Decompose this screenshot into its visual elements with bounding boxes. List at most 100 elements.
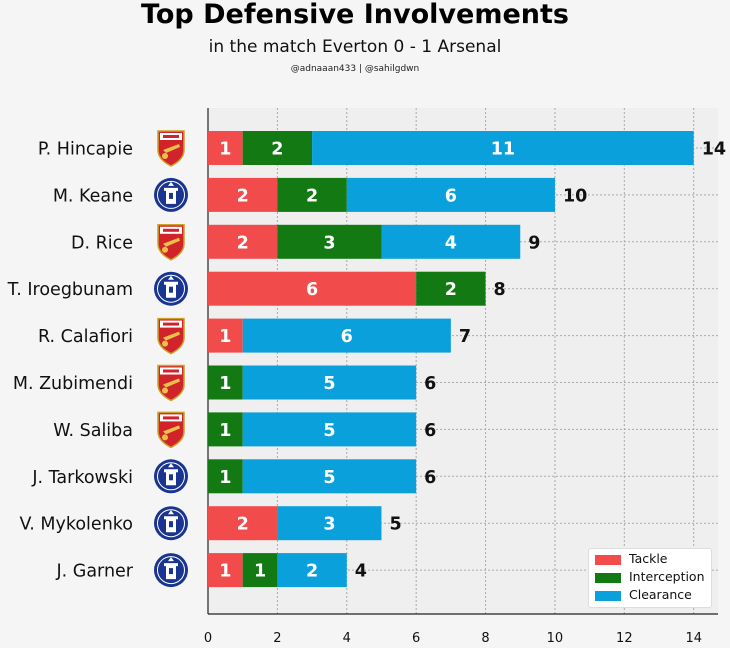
bar-value-label: 1 — [254, 562, 266, 582]
bar-total-label: 6 — [424, 421, 436, 441]
arsenal-badge-icon — [157, 364, 185, 402]
bar-value-label: 4 — [445, 233, 457, 253]
everton-badge-icon — [154, 459, 188, 494]
legend-swatch-interception — [595, 572, 621, 583]
chart-legend: Tackle Interception Clearance — [588, 548, 712, 608]
bar-segment-clearance — [242, 412, 417, 447]
player-name-label: D. Rice — [71, 233, 133, 253]
player-name-label: T. Iroegbunam — [7, 280, 133, 300]
everton-badge-icon — [154, 553, 188, 588]
bar-segment-clearance — [242, 318, 451, 353]
player-name-label: M. Keane — [53, 186, 133, 206]
bar-value-label: 2 — [237, 515, 249, 535]
chart-credits: @adnaaan433 | @sahilgdwn — [290, 64, 420, 74]
bar-segment-clearance — [277, 506, 382, 541]
bar-total-label: 9 — [528, 233, 540, 253]
bar-value-label: 2 — [237, 186, 249, 206]
x-tick-label: 12 — [616, 631, 633, 646]
bar-value-label: 2 — [271, 140, 283, 160]
bar-value-label: 3 — [323, 233, 335, 253]
player-name-label: P. Hincapie — [38, 140, 133, 160]
bar-value-label: 6 — [341, 327, 353, 347]
player-name-label: M. Zubimendi — [13, 374, 133, 394]
bar-segment-clearance — [312, 131, 694, 165]
player-name-label: R. Calafiori — [38, 327, 133, 347]
bar-segment-interception — [208, 412, 243, 447]
legend-label-tackle: Tackle — [629, 551, 668, 566]
player-name-label: J. Tarkowski — [31, 468, 133, 488]
bar-value-label: 6 — [445, 186, 457, 206]
arsenal-badge-icon — [157, 224, 185, 261]
player-name-label: V. Mykolenko — [20, 515, 133, 535]
legend-swatch-clearance — [595, 590, 621, 601]
bar-value-label: 5 — [323, 468, 335, 488]
bar-value-label: 2 — [306, 186, 318, 206]
bar-segment-interception — [277, 224, 382, 259]
bar-segment-clearance — [242, 365, 417, 400]
bar-segment-interception — [208, 365, 243, 400]
legend-label-clearance: Clearance — [629, 587, 692, 602]
bar-segment-tackle — [208, 177, 278, 212]
bar-value-label: 2 — [237, 233, 249, 253]
bar-total-label: 6 — [424, 374, 436, 394]
bar-segment-tackle — [208, 318, 243, 353]
arsenal-badge-icon — [157, 317, 185, 355]
bar-value-label: 1 — [219, 421, 231, 441]
bar-value-label: 2 — [306, 562, 318, 582]
x-tick-label: 0 — [204, 631, 212, 646]
bar-segment-tackle — [208, 271, 417, 306]
everton-badge-icon — [154, 177, 188, 212]
bar-total-label: 10 — [563, 186, 587, 206]
bar-total-label: 6 — [424, 468, 436, 488]
legend-swatch-tackle — [595, 554, 621, 565]
bar-value-label: 1 — [219, 140, 231, 160]
bar-segment-clearance — [242, 459, 417, 494]
x-tick-label: 6 — [412, 631, 420, 646]
x-tick-label: 10 — [547, 631, 564, 646]
arsenal-badge-icon — [157, 130, 185, 167]
bar-value-label: 1 — [219, 374, 231, 394]
bar-segment-tackle — [208, 224, 278, 259]
bar-total-label: 14 — [702, 140, 726, 160]
bar-segment-interception — [416, 271, 486, 306]
arsenal-badge-icon — [157, 411, 185, 449]
bar-segment-interception — [242, 131, 313, 165]
everton-badge-icon — [154, 271, 188, 306]
bar-segment-clearance — [277, 553, 347, 588]
player-name-label: J. Garner — [55, 562, 133, 582]
legend-item-tackle: Tackle — [595, 551, 668, 567]
bar-value-label: 11 — [491, 140, 515, 160]
bar-total-label: 4 — [355, 562, 367, 582]
bar-segment-interception — [242, 553, 278, 588]
x-tick-label: 8 — [481, 631, 489, 646]
legend-item-interception: Interception — [595, 569, 705, 585]
x-tick-label: 4 — [343, 631, 351, 646]
bar-value-label: 1 — [219, 327, 231, 347]
bar-value-label: 5 — [323, 421, 335, 441]
bar-segment-tackle — [208, 553, 243, 588]
bar-segment-clearance — [381, 224, 521, 259]
bar-segment-clearance — [346, 177, 555, 212]
bar-value-label: 1 — [219, 562, 231, 582]
bar-value-label: 3 — [323, 515, 335, 535]
player-name-label: W. Saliba — [53, 421, 133, 441]
x-tick-label: 14 — [685, 631, 702, 646]
everton-badge-icon — [154, 506, 188, 541]
bar-segment-interception — [208, 459, 243, 494]
bar-segment-interception — [277, 177, 347, 212]
bar-value-label: 1 — [219, 468, 231, 488]
bar-value-label: 2 — [445, 280, 457, 300]
bar-segment-tackle — [208, 506, 278, 541]
x-tick-label: 2 — [273, 631, 281, 646]
bar-value-label: 6 — [306, 280, 318, 300]
bar-value-label: 5 — [323, 374, 335, 394]
bar-segment-tackle — [208, 131, 243, 165]
bar-total-label: 5 — [389, 515, 401, 535]
legend-label-interception: Interception — [629, 569, 705, 584]
bar-total-label: 7 — [459, 327, 471, 347]
legend-item-clearance: Clearance — [595, 587, 692, 603]
chart-subtitle: in the match Everton 0 - 1 Arsenal — [208, 37, 502, 57]
chart-title: Top Defensive Involvements — [141, 0, 569, 30]
bar-total-label: 8 — [494, 280, 506, 300]
